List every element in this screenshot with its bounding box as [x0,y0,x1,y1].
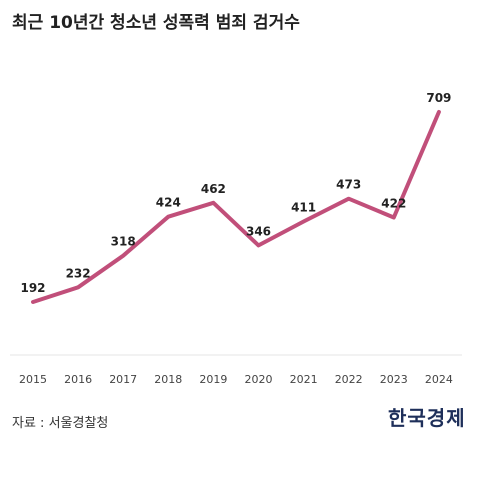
data-label-2023: 422 [381,196,406,210]
x-tick-2024: 2024 [425,373,453,386]
data-label-2016: 232 [66,266,91,280]
x-tick-2015: 2015 [19,373,47,386]
x-tick-2023: 2023 [380,373,408,386]
data-label-2019: 462 [201,182,226,196]
data-label-2024: 709 [426,91,451,105]
x-tick-2021: 2021 [290,373,318,386]
chart-title: 최근 10년간 청소년 성폭력 범죄 검거수 [12,13,300,33]
x-tick-2019: 2019 [199,373,227,386]
publisher-logo: 한국경제 [388,406,466,430]
data-label-2017: 318 [111,235,136,249]
series-line [31,110,441,304]
data-label-2015: 192 [20,281,45,295]
x-tick-2016: 2016 [64,373,92,386]
data-labels: 192 232 318 424 462 346 411 473 422 709 [20,91,451,295]
data-label-2021: 411 [291,200,316,214]
x-tick-2017: 2017 [109,373,137,386]
data-label-2018: 424 [156,196,181,210]
x-tick-2022: 2022 [335,373,363,386]
x-tick-2020: 2020 [245,373,273,386]
x-axis-ticks: 2015 2016 2017 2018 2019 2020 2021 2022 2023 2024 [19,373,453,386]
data-label-2022: 473 [336,178,361,192]
x-tick-2018: 2018 [154,373,182,386]
source-note: 자료 : 서울경찰청 [12,416,109,431]
data-label-2020: 346 [246,224,271,238]
